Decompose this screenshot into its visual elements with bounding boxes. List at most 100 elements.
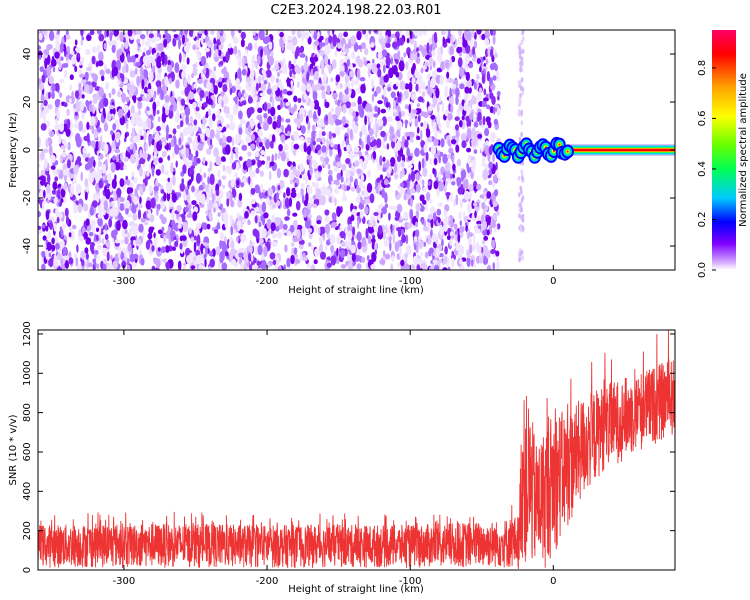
heatmap-cell — [56, 216, 60, 224]
heatmap-cell — [417, 74, 423, 84]
heatmap-cell — [444, 85, 448, 94]
heatmap-cell — [333, 166, 339, 172]
heatmap-cell — [478, 120, 483, 126]
heatmap-cell — [481, 155, 486, 164]
heatmap-cell — [192, 44, 197, 51]
heatmap-cell — [133, 177, 138, 184]
heatmap-cell — [325, 37, 329, 46]
heatmap-cell — [229, 87, 233, 96]
heatmap-cell — [305, 55, 308, 63]
heatmap-cell — [365, 228, 369, 239]
heatmap-cell — [84, 247, 89, 254]
y-tick-label: 0 — [22, 147, 33, 153]
heatmap-cell — [38, 210, 42, 218]
heatmap-cell — [274, 152, 278, 161]
heatmap-cell — [56, 110, 60, 120]
heatmap-cell — [263, 113, 268, 119]
heatmap-cell — [462, 39, 468, 48]
heatmap-cell — [314, 170, 319, 180]
heatmap-cell — [160, 136, 167, 143]
heatmap-cell — [159, 139, 162, 146]
heatmap-cell — [213, 147, 219, 158]
heatmap-cell — [112, 260, 118, 270]
heatmap-cell — [111, 229, 117, 239]
heatmap-cell — [137, 209, 142, 220]
heatmap-cell — [130, 115, 136, 126]
heatmap-cell — [356, 45, 362, 50]
heatmap-cell — [162, 34, 166, 39]
heatmap-cell — [98, 86, 105, 98]
heatmap-cell — [125, 120, 129, 130]
heatmap-cell — [339, 249, 346, 258]
heatmap-cell — [193, 206, 199, 213]
heatmap-cell — [105, 68, 111, 75]
heatmap-cell — [400, 182, 405, 187]
heatmap-cell — [418, 84, 422, 94]
heatmap-cell — [281, 41, 285, 52]
heatmap-cell — [490, 30, 494, 36]
heatmap-cell — [106, 30, 109, 38]
y-tick-label: 1000 — [22, 361, 33, 386]
heatmap-cell — [387, 86, 392, 92]
heatmap-cell — [67, 141, 71, 151]
heatmap-cell — [98, 100, 105, 111]
heatmap-cell — [417, 52, 420, 58]
heatmap-cell — [203, 242, 209, 247]
heatmap-cell — [113, 30, 119, 37]
heatmap-cell — [429, 158, 433, 166]
heatmap-cell — [375, 86, 382, 94]
heatmap-cell — [38, 33, 43, 41]
heatmap-cell — [54, 124, 60, 131]
heatmap-cell — [328, 131, 333, 140]
heatmap-cell — [403, 211, 409, 220]
heatmap-cell — [335, 74, 341, 83]
heatmap-cell — [132, 213, 138, 221]
heatmap-cell — [438, 253, 444, 258]
heatmap-cell — [257, 159, 261, 169]
heatmap-cell — [202, 156, 206, 164]
heatmap-cell — [465, 71, 470, 81]
heatmap-cell — [356, 231, 362, 242]
heatmap-cell — [76, 137, 82, 148]
heatmap-cell — [74, 123, 79, 129]
heatmap-cell — [83, 231, 88, 239]
heatmap-cell — [414, 147, 420, 157]
heatmap-cell — [153, 232, 156, 239]
heatmap-cell — [379, 155, 383, 166]
heatmap-cell — [450, 34, 454, 46]
heatmap-cell — [492, 153, 495, 163]
heatmap-cell — [418, 239, 423, 250]
heatmap-cell — [278, 265, 282, 270]
heatmap-cell — [519, 251, 523, 257]
heatmap-cell — [444, 134, 447, 140]
heatmap-cell — [140, 217, 145, 223]
heatmap-cell — [485, 58, 489, 65]
heatmap-cell — [455, 124, 459, 131]
heatmap-cell — [184, 30, 188, 36]
heatmap-cell — [257, 129, 263, 137]
heatmap-cell — [124, 132, 128, 139]
heatmap-cell — [434, 128, 438, 139]
heatmap-cell — [460, 169, 467, 179]
heatmap-cell — [299, 144, 304, 151]
heatmap-cell — [117, 80, 121, 85]
heatmap-cell — [191, 73, 194, 79]
heatmap-cell — [146, 106, 150, 111]
heatmap-cell — [96, 234, 99, 241]
heatmap-cell — [193, 235, 197, 241]
heatmap-cell — [336, 235, 341, 245]
heatmap-cell — [51, 56, 55, 67]
heatmap-cell — [415, 210, 420, 219]
heatmap-cell — [521, 30, 524, 36]
heatmap-cell — [376, 215, 381, 221]
heatmap-cell — [190, 30, 194, 36]
heatmap-cell — [349, 260, 353, 265]
heatmap-cell — [467, 30, 472, 42]
heatmap-cell — [300, 125, 306, 134]
heatmap-cell — [123, 104, 129, 114]
heatmap-cell — [109, 202, 113, 207]
heatmap-cell — [323, 72, 327, 83]
heatmap-cell — [236, 220, 242, 228]
heatmap-cell — [112, 107, 116, 115]
